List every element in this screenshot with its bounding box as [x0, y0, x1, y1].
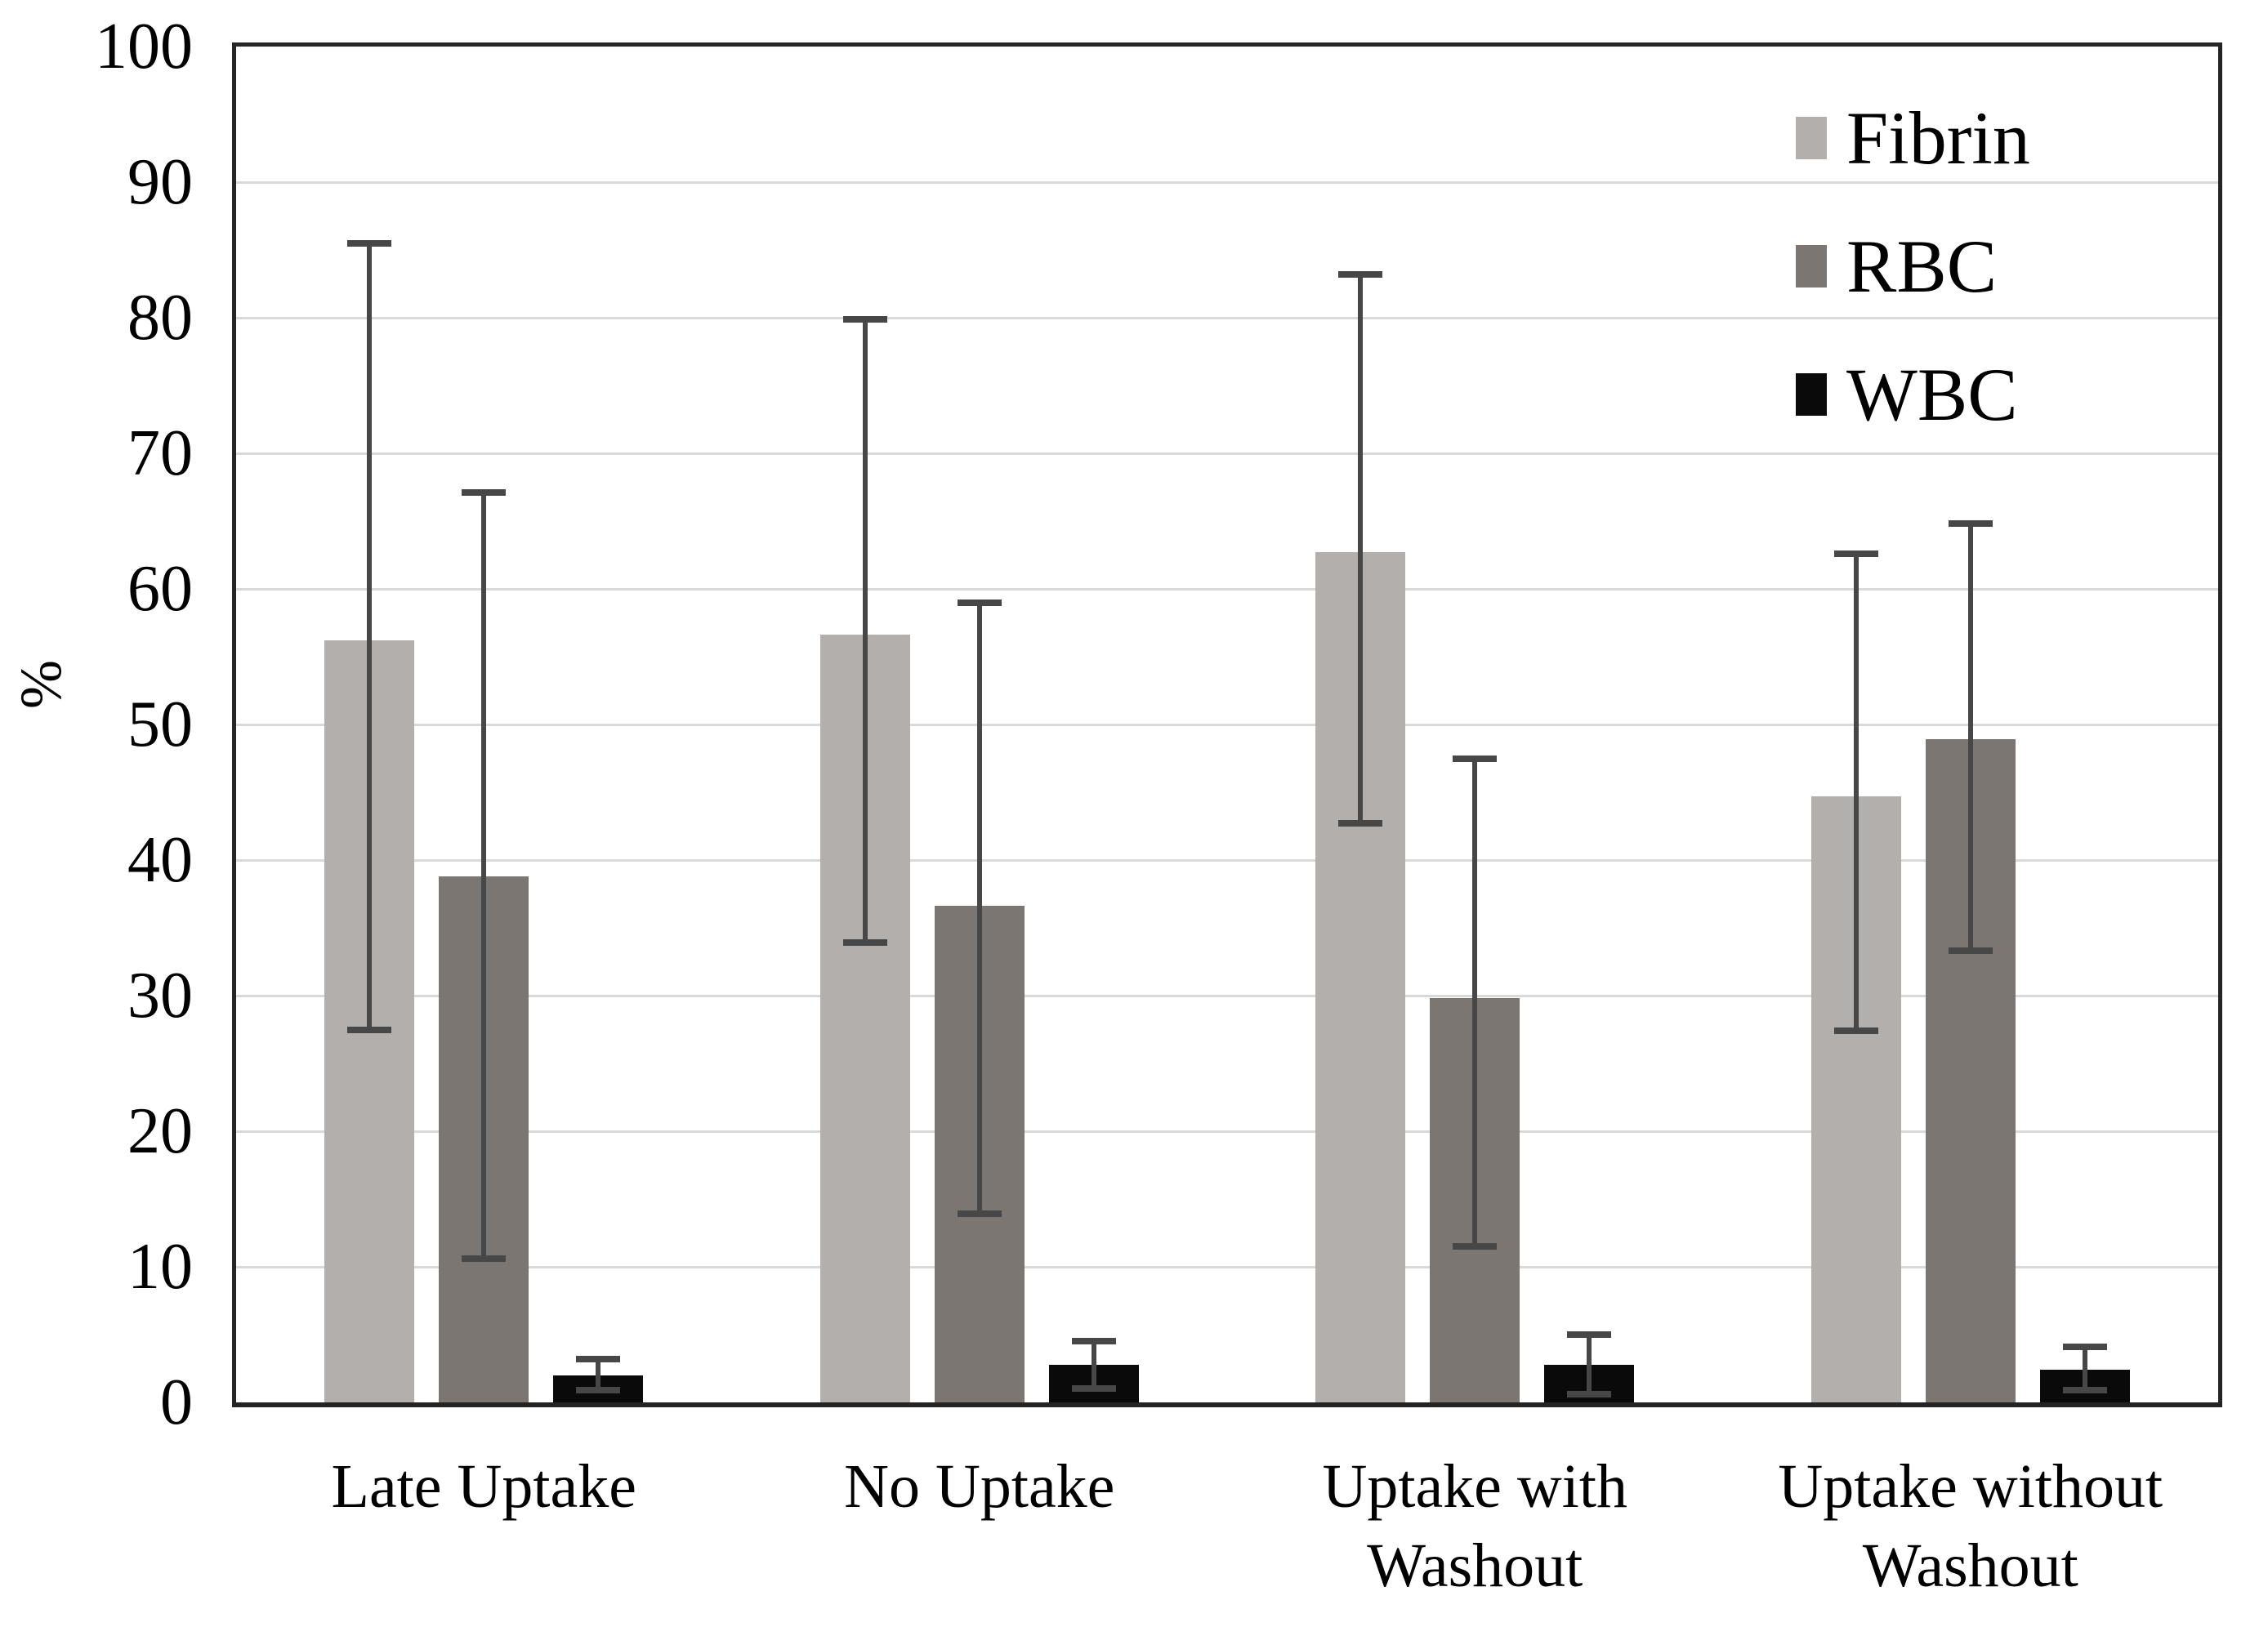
- legend-swatch-rbc: [1796, 245, 1827, 288]
- y-tick-label-80: 80: [127, 282, 193, 354]
- error-bar-fibrin-uptake-with-washout-cap-bottom: [1338, 820, 1383, 827]
- y-tick-label-40: 40: [127, 824, 193, 896]
- error-bar-rbc-uptake-without-washout-line: [1967, 524, 1973, 952]
- x-category-label-no-uptake: No Uptake: [669, 1447, 1290, 1527]
- x-category-label-no-uptake-line-1: No Uptake: [844, 1452, 1115, 1521]
- error-bar-rbc-late-uptake-line: [481, 493, 487, 1259]
- error-bar-rbc-no-uptake-cap-top: [957, 599, 1002, 606]
- gridline-80: [236, 316, 2218, 319]
- x-category-label-late-uptake-line-1: Late Uptake: [331, 1452, 636, 1521]
- gridline-70: [236, 452, 2218, 455]
- error-bar-fibrin-late-uptake-cap-bottom: [347, 1026, 392, 1033]
- error-bar-fibrin-no-uptake-cap-top: [842, 315, 887, 323]
- y-tick-label-100: 100: [95, 11, 193, 82]
- error-bar-wbc-no-uptake-line: [1091, 1341, 1096, 1389]
- error-bar-rbc-late-uptake-cap-bottom: [462, 1255, 507, 1263]
- legend-swatch-wbc: [1796, 373, 1827, 416]
- error-bar-wbc-late-uptake-cap-bottom: [576, 1387, 621, 1394]
- y-tick-label-10: 10: [127, 1231, 193, 1303]
- legend: Fibrin RBC WBC: [1796, 89, 2030, 474]
- x-category-label-uptake-without-washout: Uptake without Washout: [1660, 1447, 2268, 1607]
- error-bar-fibrin-uptake-without-washout-cap-bottom: [1833, 1027, 1878, 1035]
- legend-label-rbc: RBC: [1846, 225, 1998, 308]
- plot-area: [232, 42, 2222, 1407]
- error-bar-rbc-uptake-with-washout-cap-top: [1453, 755, 1498, 762]
- error-bar-fibrin-uptake-without-washout-cap-top: [1833, 550, 1878, 557]
- x-category-label-uptake-without-washout-line-2: Washout: [1862, 1531, 2078, 1601]
- gridline-10: [236, 1265, 2218, 1268]
- error-bar-fibrin-uptake-without-washout-line: [1853, 553, 1859, 1032]
- error-bar-fibrin-late-uptake-cap-top: [347, 239, 392, 247]
- error-bar-wbc-uptake-with-washout-cap-top: [1567, 1331, 1612, 1338]
- legend-label-wbc: WBC: [1846, 353, 2018, 436]
- error-bar-fibrin-uptake-with-washout-cap-top: [1338, 270, 1383, 278]
- error-bar-wbc-uptake-with-washout-line: [1587, 1335, 1592, 1395]
- error-bar-wbc-no-uptake-cap-top: [1071, 1338, 1116, 1345]
- error-bar-wbc-late-uptake-line: [596, 1358, 601, 1391]
- y-tick-label-60: 60: [127, 553, 193, 625]
- error-bar-wbc-late-uptake-cap-top: [576, 1355, 621, 1362]
- error-bar-rbc-uptake-with-washout-line: [1472, 758, 1478, 1247]
- y-tick-label-30: 30: [127, 960, 193, 1032]
- y-tick-label-0: 0: [160, 1366, 193, 1438]
- y-tick-label-90: 90: [127, 146, 193, 218]
- error-bar-wbc-uptake-without-washout-cap-bottom: [2062, 1387, 2107, 1394]
- x-category-label-late-uptake: Late Uptake: [173, 1447, 794, 1527]
- y-tick-label-70: 70: [127, 417, 193, 489]
- gridline-90: [236, 181, 2218, 184]
- gridline-50: [236, 723, 2218, 726]
- gridline-30: [236, 994, 2218, 997]
- error-bar-rbc-uptake-without-washout-cap-bottom: [1948, 947, 1993, 955]
- x-category-label-uptake-with-washout-line-2: Washout: [1367, 1531, 1583, 1601]
- y-tick-label-20: 20: [127, 1095, 193, 1167]
- error-bar-wbc-uptake-without-washout-cap-top: [2062, 1343, 2107, 1350]
- x-category-label-uptake-with-washout-line-1: Uptake with: [1322, 1452, 1628, 1521]
- error-bar-wbc-uptake-without-washout-line: [2082, 1346, 2087, 1391]
- legend-item-wbc: WBC: [1796, 345, 2030, 444]
- error-bar-rbc-no-uptake-cap-bottom: [957, 1210, 1002, 1218]
- error-bar-fibrin-uptake-with-washout-line: [1358, 274, 1364, 824]
- error-bar-rbc-uptake-without-washout-cap-top: [1948, 520, 1993, 528]
- error-bar-fibrin-late-uptake-line: [367, 243, 373, 1030]
- gridline-40: [236, 858, 2218, 862]
- legend-item-fibrin: Fibrin: [1796, 89, 2030, 187]
- error-bar-wbc-no-uptake-cap-bottom: [1071, 1385, 1116, 1393]
- error-bar-rbc-no-uptake-line: [976, 602, 982, 1215]
- error-bar-rbc-uptake-with-washout-cap-bottom: [1453, 1243, 1498, 1250]
- x-category-label-uptake-with-washout: Uptake with Washout: [1164, 1447, 1785, 1607]
- legend-item-rbc: RBC: [1796, 217, 2030, 315]
- y-tick-label-50: 50: [127, 689, 193, 760]
- gridline-60: [236, 587, 2218, 591]
- x-category-label-uptake-without-washout-line-1: Uptake without: [1778, 1452, 2163, 1521]
- error-bar-rbc-late-uptake-cap-top: [462, 489, 507, 497]
- legend-label-fibrin: Fibrin: [1846, 96, 2030, 180]
- legend-swatch-fibrin: [1796, 117, 1827, 159]
- error-bar-wbc-uptake-with-washout-cap-bottom: [1567, 1391, 1612, 1398]
- error-bar-fibrin-no-uptake-line: [862, 319, 868, 943]
- gridline-20: [236, 1130, 2218, 1133]
- error-bar-fibrin-no-uptake-cap-bottom: [842, 939, 887, 947]
